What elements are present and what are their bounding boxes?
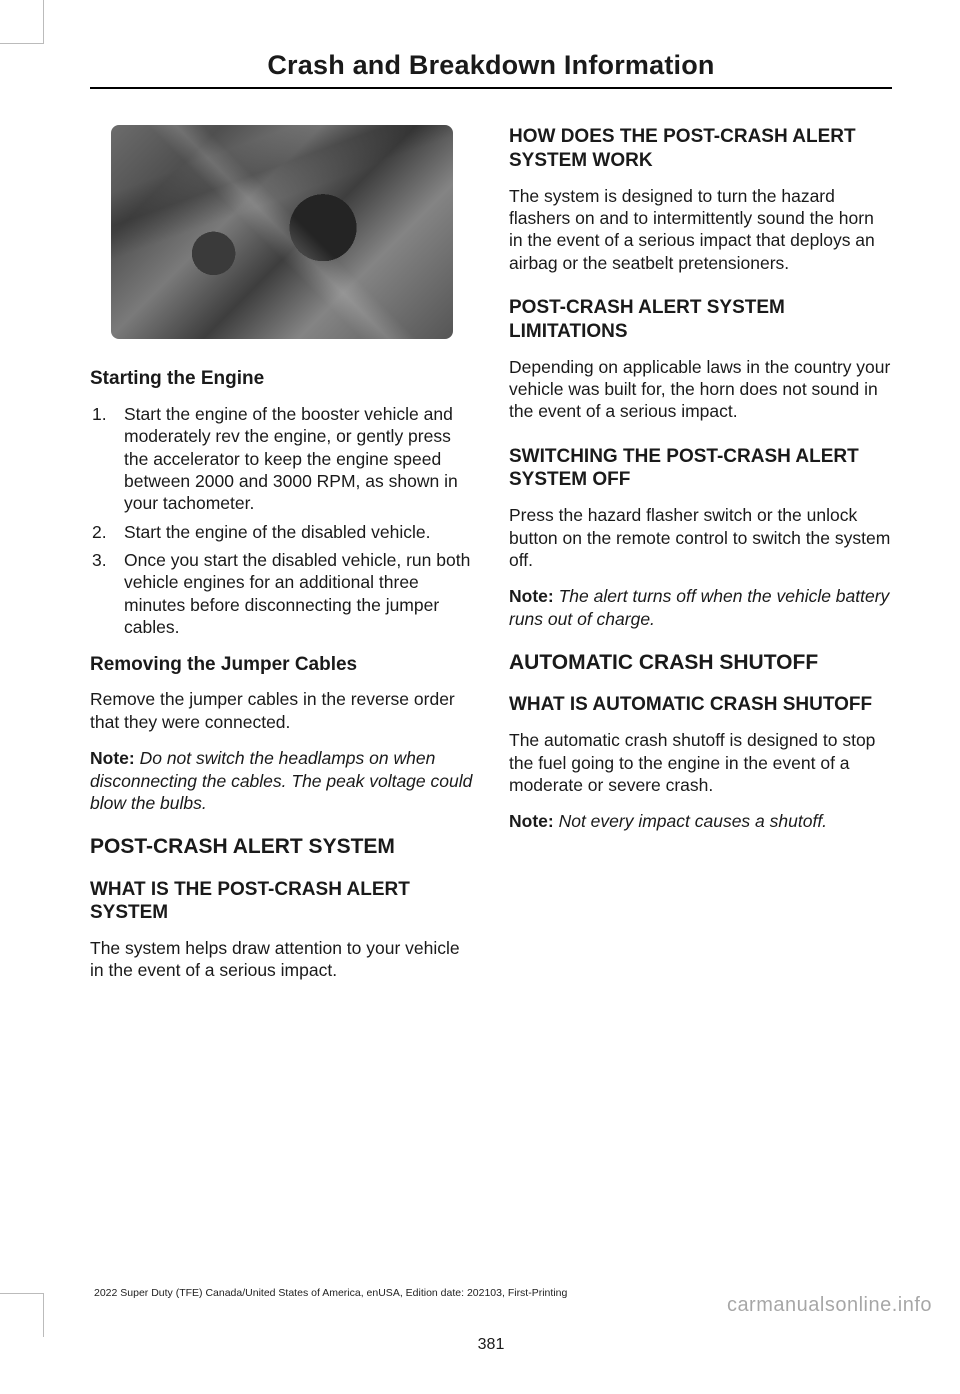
page-container: Crash and Breakdown Information Starting…	[0, 0, 960, 1394]
right-column: HOW DOES THE POST-CRASH ALERT SYSTEM WOR…	[509, 125, 892, 996]
page-number: 381	[90, 1336, 892, 1354]
what-is-acs-body: The automatic crash shutoff is designed …	[509, 729, 892, 796]
content-columns: Starting the Engine Start the engine of …	[90, 125, 892, 996]
note-impact: Note: Not every impact causes a shutoff.	[509, 810, 892, 832]
removing-cables-body: Remove the jumper cables in the reverse …	[90, 688, 473, 733]
list-item: Once you start the disabled vehicle, run…	[90, 549, 473, 639]
note-label: Note:	[509, 586, 554, 606]
starting-engine-heading: Starting the Engine	[90, 367, 473, 391]
note-label: Note:	[509, 811, 554, 831]
crop-mark-bl	[0, 1293, 44, 1337]
what-is-pcas-body: The system helps draw attention to your …	[90, 937, 473, 982]
what-is-acs-heading: WHAT IS AUTOMATIC CRASH SHUTOFF	[509, 693, 892, 717]
left-column: Starting the Engine Start the engine of …	[90, 125, 473, 996]
starting-steps-list: Start the engine of the booster vehicle …	[90, 403, 473, 639]
how-pcas-heading: HOW DOES THE POST-CRASH ALERT SYSTEM WOR…	[509, 125, 892, 173]
pcas-limitations-body: Depending on applicable laws in the coun…	[509, 356, 892, 423]
page-header: Crash and Breakdown Information	[90, 50, 892, 89]
post-crash-major-heading: POST-CRASH ALERT SYSTEM	[90, 834, 473, 859]
edition-footer: 2022 Super Duty (TFE) Canada/United Stat…	[94, 1287, 567, 1299]
page-title: Crash and Breakdown Information	[90, 50, 892, 81]
note-body: The alert turns off when the vehicle bat…	[509, 586, 889, 628]
what-is-pcas-heading: WHAT IS THE POST-CRASH ALERT SYSTEM	[90, 878, 473, 926]
note-label: Note:	[90, 748, 135, 768]
switch-pcas-off-body: Press the hazard flasher switch or the u…	[509, 504, 892, 571]
list-item: Start the engine of the booster vehicle …	[90, 403, 473, 515]
crop-mark-tl	[0, 0, 44, 44]
auto-crash-shutoff-major-heading: AUTOMATIC CRASH SHUTOFF	[509, 650, 892, 675]
engine-figure	[111, 125, 453, 339]
how-pcas-body: The system is designed to turn the hazar…	[509, 185, 892, 275]
pcas-limitations-heading: POST-CRASH ALERT SYSTEM LIMITATIONS	[509, 296, 892, 344]
note-body: Not every impact causes a shutoff.	[554, 811, 827, 831]
removing-cables-heading: Removing the Jumper Cables	[90, 653, 473, 677]
watermark: carmanualsonline.info	[727, 1294, 932, 1317]
note-body: Do not switch the headlamps on when disc…	[90, 748, 472, 813]
note-headlamps: Note: Do not switch the headlamps on whe…	[90, 747, 473, 814]
list-item: Start the engine of the disabled vehicle…	[90, 521, 473, 543]
note-battery: Note: The alert turns off when the vehic…	[509, 585, 892, 630]
switch-pcas-off-heading: SWITCHING THE POST-CRASH ALERT SYSTEM OF…	[509, 445, 892, 493]
